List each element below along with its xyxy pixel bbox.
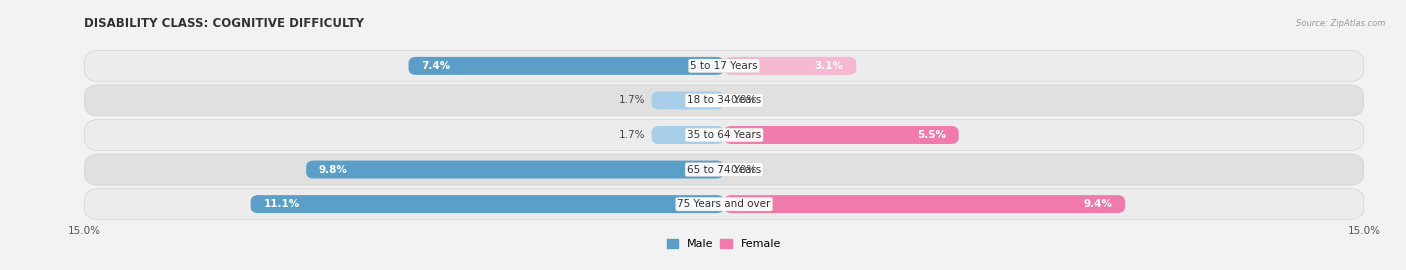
Text: 11.1%: 11.1% — [263, 199, 299, 209]
Text: 9.4%: 9.4% — [1083, 199, 1112, 209]
Text: 35 to 64 Years: 35 to 64 Years — [688, 130, 761, 140]
Text: 7.4%: 7.4% — [422, 61, 450, 71]
FancyBboxPatch shape — [84, 154, 1364, 185]
FancyBboxPatch shape — [651, 126, 724, 144]
Text: 1.7%: 1.7% — [619, 95, 645, 106]
Text: 9.8%: 9.8% — [319, 164, 347, 175]
Text: 5 to 17 Years: 5 to 17 Years — [690, 61, 758, 71]
FancyBboxPatch shape — [84, 188, 1364, 220]
FancyBboxPatch shape — [724, 195, 1125, 213]
FancyBboxPatch shape — [651, 92, 724, 109]
FancyBboxPatch shape — [84, 85, 1364, 116]
Text: 5.5%: 5.5% — [917, 130, 946, 140]
Text: 0.0%: 0.0% — [731, 164, 756, 175]
Text: 65 to 74 Years: 65 to 74 Years — [688, 164, 761, 175]
Text: 0.0%: 0.0% — [731, 95, 756, 106]
FancyBboxPatch shape — [724, 126, 959, 144]
Text: 3.1%: 3.1% — [814, 61, 844, 71]
Text: 75 Years and over: 75 Years and over — [678, 199, 770, 209]
Text: 1.7%: 1.7% — [619, 130, 645, 140]
FancyBboxPatch shape — [409, 57, 724, 75]
Legend: Male, Female: Male, Female — [662, 235, 786, 254]
FancyBboxPatch shape — [84, 119, 1364, 151]
Text: Source: ZipAtlas.com: Source: ZipAtlas.com — [1295, 19, 1385, 28]
FancyBboxPatch shape — [84, 50, 1364, 82]
Text: 18 to 34 Years: 18 to 34 Years — [688, 95, 761, 106]
FancyBboxPatch shape — [250, 195, 724, 213]
Text: DISABILITY CLASS: COGNITIVE DIFFICULTY: DISABILITY CLASS: COGNITIVE DIFFICULTY — [84, 16, 364, 30]
FancyBboxPatch shape — [307, 161, 724, 178]
FancyBboxPatch shape — [724, 57, 856, 75]
